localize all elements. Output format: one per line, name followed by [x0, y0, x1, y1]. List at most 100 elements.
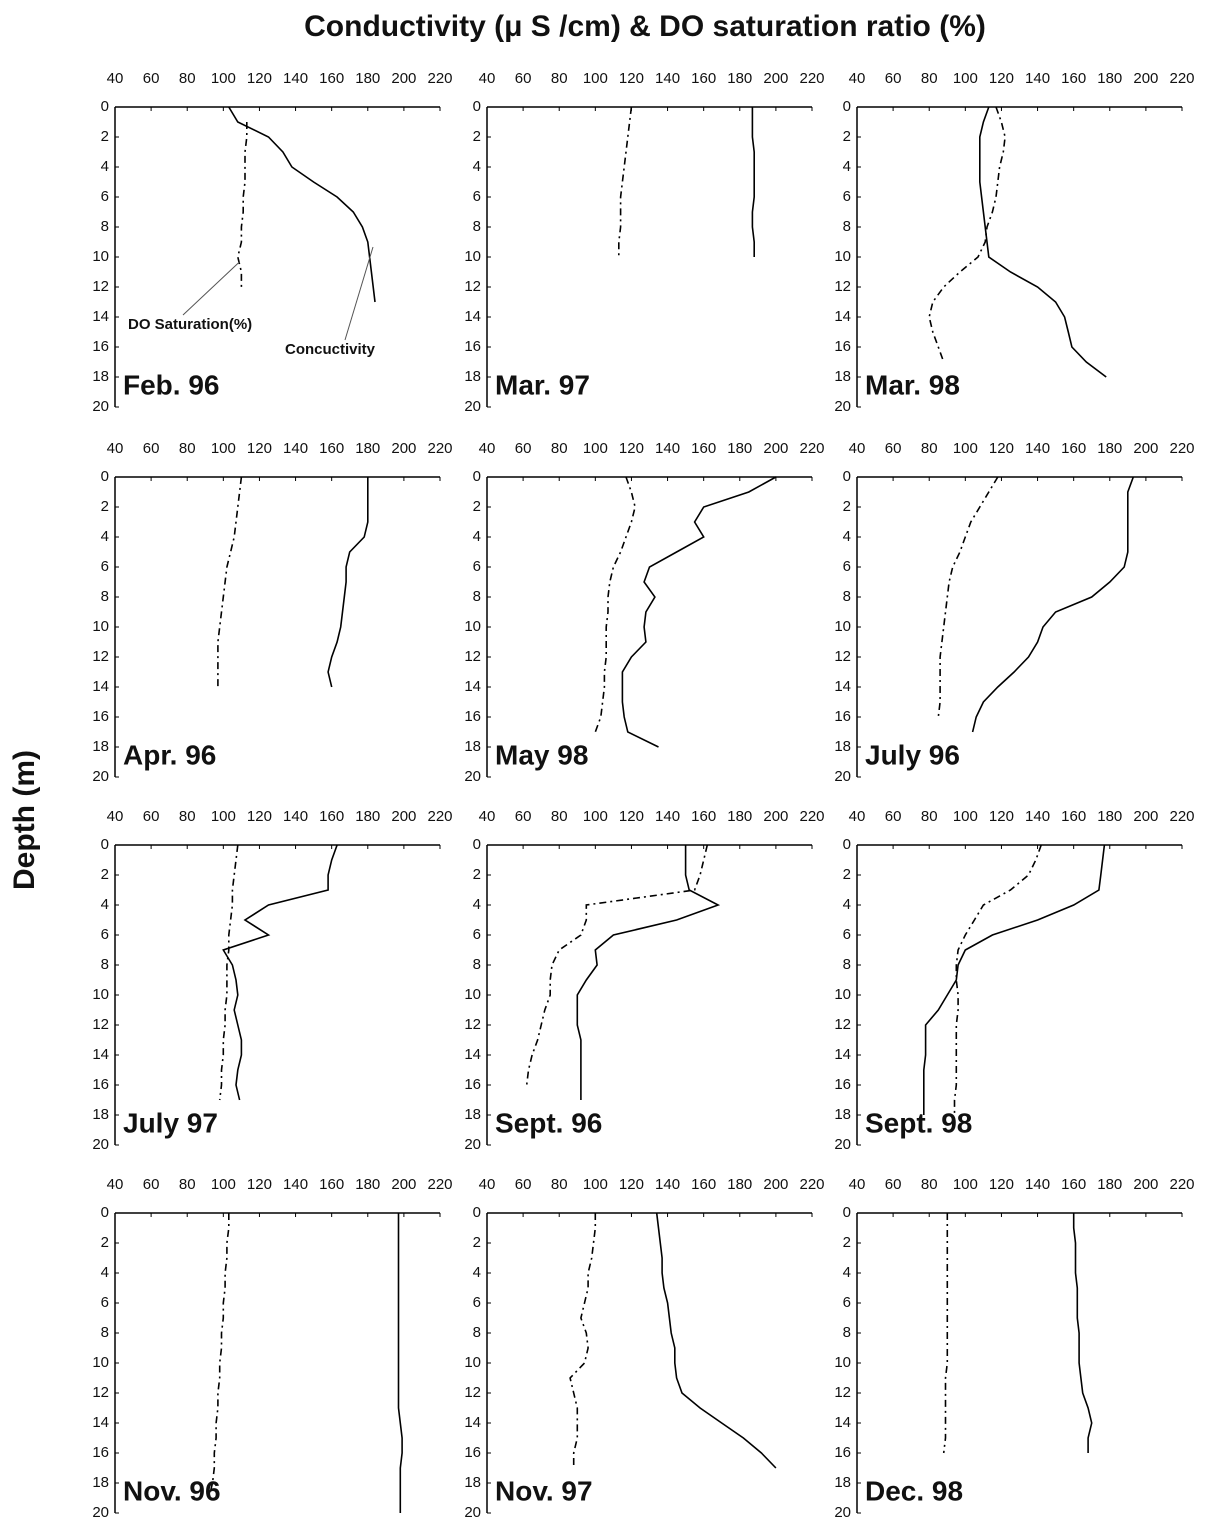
- y-tick-label: 12: [464, 1016, 481, 1033]
- x-tick-label: 80: [921, 808, 938, 825]
- y-tick-label: 20: [464, 1504, 481, 1521]
- x-tick-label: 120: [989, 70, 1014, 87]
- x-tick-label: 140: [1025, 1176, 1050, 1193]
- y-tick-label: 8: [473, 1324, 481, 1341]
- x-tick-label: 80: [179, 70, 196, 87]
- y-tick-label: 0: [101, 468, 109, 485]
- profile-line: [569, 1213, 597, 1468]
- y-tick-label: 16: [464, 708, 481, 725]
- x-tick-label: 220: [799, 808, 824, 825]
- y-tick-label: 0: [843, 1204, 851, 1221]
- y-tick-label: 6: [843, 926, 851, 943]
- x-tick-label: 200: [391, 440, 416, 457]
- y-tick-label: 18: [834, 738, 851, 755]
- profile-line: [525, 844, 709, 1086]
- y-tick-label: 4: [473, 158, 481, 175]
- y-tick-label: 0: [101, 836, 109, 853]
- profile-line: [928, 106, 1006, 363]
- y-tick-label: 8: [843, 1324, 851, 1341]
- x-tick-label: 60: [143, 808, 160, 825]
- y-tick-label: 10: [92, 618, 109, 635]
- x-tick-label: 220: [427, 808, 452, 825]
- y-tick-label: 14: [464, 678, 481, 695]
- y-tick-label: 6: [843, 558, 851, 575]
- x-tick-label: 160: [319, 808, 344, 825]
- x-tick-label: 140: [655, 808, 680, 825]
- x-tick-label: 80: [921, 1176, 938, 1193]
- x-tick-label: 60: [885, 1176, 902, 1193]
- y-tick-label: 14: [464, 1046, 481, 1063]
- y-tick-label: 0: [843, 468, 851, 485]
- x-tick-label: 120: [247, 440, 272, 457]
- y-tick-label: 6: [843, 1294, 851, 1311]
- panel-label: Feb. 96: [123, 369, 219, 400]
- y-tick-label: 16: [464, 338, 481, 355]
- y-tick-label: 16: [834, 338, 851, 355]
- x-tick-label: 200: [1133, 70, 1158, 87]
- y-tick-label: 6: [473, 926, 481, 943]
- x-tick-label: 120: [989, 808, 1014, 825]
- y-tick-label: 2: [473, 128, 481, 145]
- x-tick-label: 120: [619, 1176, 644, 1193]
- x-tick-label: 140: [283, 1176, 308, 1193]
- x-tick-label: 220: [799, 440, 824, 457]
- x-tick-label: 180: [355, 440, 380, 457]
- x-tick-label: 220: [427, 70, 452, 87]
- x-tick-label: 80: [921, 440, 938, 457]
- y-tick-label: 18: [464, 1106, 481, 1123]
- x-tick-label: 100: [953, 1176, 978, 1193]
- y-tick-label: 6: [101, 558, 109, 575]
- y-tick-label: 12: [834, 1016, 851, 1033]
- y-tick-label: 2: [843, 1234, 851, 1251]
- x-tick-label: 160: [319, 1176, 344, 1193]
- x-tick-label: 180: [727, 1176, 752, 1193]
- y-tick-label: 18: [834, 1106, 851, 1123]
- x-tick-label: 60: [143, 440, 160, 457]
- x-tick-label: 200: [1133, 808, 1158, 825]
- x-tick-label: 60: [515, 70, 532, 87]
- y-tick-label: 10: [834, 248, 851, 265]
- x-tick-label: 200: [763, 70, 788, 87]
- y-tick-label: 18: [92, 1474, 109, 1491]
- y-tick-label: 18: [834, 1474, 851, 1491]
- y-tick-label: 0: [473, 468, 481, 485]
- y-tick-label: 2: [473, 866, 481, 883]
- x-tick-label: 220: [1169, 1176, 1194, 1193]
- y-tick-label: 20: [834, 768, 851, 785]
- x-tick-label: 60: [143, 1176, 160, 1193]
- y-tick-label: 18: [92, 368, 109, 385]
- y-tick-label: 10: [92, 248, 109, 265]
- y-tick-label: 0: [101, 98, 109, 115]
- profile-line: [222, 844, 338, 1101]
- y-tick-label: 0: [473, 836, 481, 853]
- x-tick-label: 100: [953, 808, 978, 825]
- y-tick-label: 18: [464, 738, 481, 755]
- y-tick-label: 14: [834, 1046, 851, 1063]
- y-tick-label: 6: [473, 188, 481, 205]
- y-tick-label: 14: [92, 1046, 109, 1063]
- y-tick-label: 10: [92, 1354, 109, 1371]
- y-tick-label: 16: [92, 708, 109, 725]
- y-tick-label: 16: [92, 338, 109, 355]
- x-tick-label: 100: [211, 808, 236, 825]
- y-tick-label: 4: [843, 896, 851, 913]
- profile-line: [621, 476, 777, 748]
- y-tick-label: 6: [101, 1294, 109, 1311]
- profile-line: [208, 1213, 230, 1499]
- profile-line: [979, 106, 1107, 378]
- x-tick-label: 180: [1097, 1176, 1122, 1193]
- profile-line: [327, 477, 369, 688]
- panel-label: July 97: [123, 1107, 218, 1138]
- x-tick-label: 100: [211, 440, 236, 457]
- profile-line: [937, 476, 999, 718]
- x-tick-label: 140: [283, 808, 308, 825]
- x-tick-label: 40: [107, 440, 124, 457]
- y-tick-label: 6: [101, 188, 109, 205]
- profile-line: [655, 1212, 777, 1469]
- x-tick-label: 160: [691, 808, 716, 825]
- y-tick-label: 2: [843, 498, 851, 515]
- profile-line: [923, 844, 1106, 1115]
- x-tick-label: 200: [763, 1176, 788, 1193]
- y-tick-label: 20: [92, 1136, 109, 1153]
